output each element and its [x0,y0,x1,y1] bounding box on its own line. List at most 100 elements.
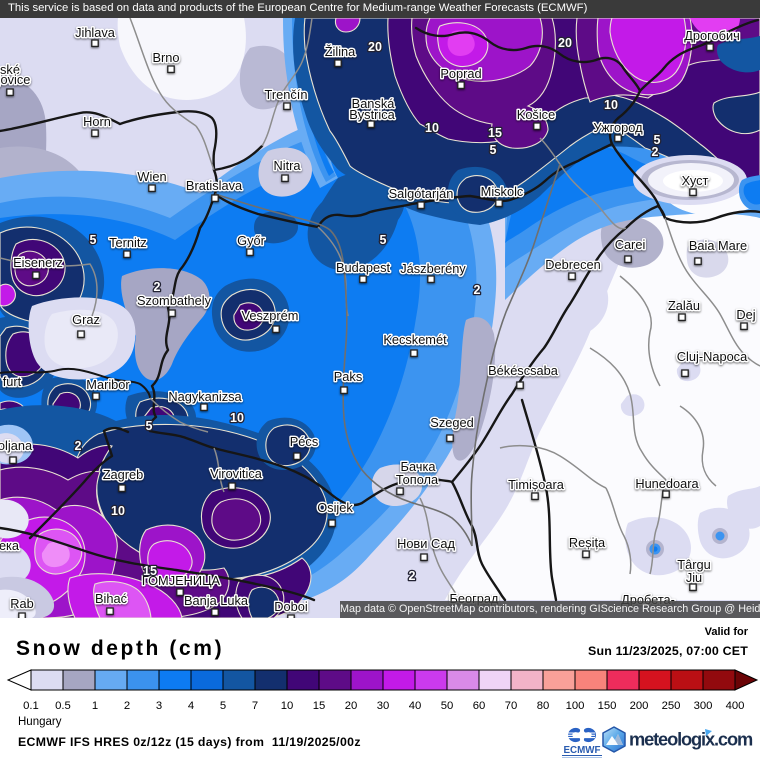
svg-text:Bystrica: Bystrica [349,107,395,122]
svg-text:4: 4 [188,700,194,712]
svg-text:Osijek: Osijek [317,500,353,515]
svg-text:20: 20 [558,36,572,50]
svg-text:2: 2 [474,283,481,297]
svg-text:Nitra: Nitra [273,158,301,173]
svg-text:30: 30 [377,700,390,712]
svg-text:Baia Mare: Baia Mare [689,238,747,253]
svg-text:ека: ека [0,538,20,553]
svg-text:80: 80 [537,700,550,712]
svg-text:150: 150 [598,700,617,712]
svg-text:15: 15 [488,126,502,140]
svg-text:Carei: Carei [615,237,646,252]
svg-text:5: 5 [146,419,153,433]
svg-text:Bihać: Bihać [95,591,128,606]
svg-text:Бачка: Бачка [401,459,437,474]
svg-text:Dej: Dej [736,307,755,322]
svg-text:meteologix.com: meteologix.com [629,729,753,750]
svg-text:250: 250 [662,700,681,712]
svg-text:Jiu: Jiu [686,570,702,585]
svg-text:5: 5 [90,233,97,247]
svg-text:Békéscsaba: Békéscsaba [488,363,559,378]
svg-text:Bratislava: Bratislava [186,178,243,193]
svg-text:Banská: Banská [352,96,396,111]
svg-text:15: 15 [313,700,326,712]
svg-text:5: 5 [380,233,387,247]
svg-text:ské: ské [0,62,20,77]
svg-text:2: 2 [409,569,416,583]
svg-text:Дрогобич: Дрогобич [684,28,740,43]
svg-text:Košice: Košice [517,107,555,122]
svg-text:100: 100 [566,700,585,712]
svg-text:jovice: jovice [0,72,30,87]
svg-text:Zalău: Zalău [668,298,700,313]
svg-text:10: 10 [111,504,125,518]
svg-text:Graz: Graz [72,312,100,327]
svg-text:5: 5 [654,133,661,147]
svg-text:Târgu: Târgu [677,557,710,572]
svg-text:20: 20 [345,700,358,712]
svg-text:Salgótarján: Salgótarján [389,186,454,201]
svg-text:Virovitica: Virovitica [210,466,263,481]
svg-text:Szeged: Szeged [430,415,473,430]
svg-text:Brno: Brno [152,50,179,65]
svg-text:2: 2 [652,145,659,159]
svg-text:Jászberény: Jászberény [400,261,466,276]
svg-text:ГОМЈЕНИЦА: ГОМЈЕНИЦА [142,573,221,588]
svg-text:2: 2 [154,280,161,294]
svg-text:Doboi: Doboi [274,599,307,614]
svg-text:Jihlava: Jihlava [75,25,116,40]
svg-text:50: 50 [441,700,454,712]
svg-text:Eisenerz: Eisenerz [13,255,63,270]
svg-text:Ternitz: Ternitz [109,235,147,250]
svg-text:Budapest: Budapest [336,260,391,275]
svg-text:400: 400 [726,700,745,712]
svg-text:oljana: oljana [0,438,33,453]
svg-text:Топола: Топола [396,472,439,487]
svg-text:Nagykanizsa: Nagykanizsa [168,389,242,404]
svg-text:Rab: Rab [10,596,33,611]
svg-text:1: 1 [92,700,98,712]
svg-text:Debrecen: Debrecen [545,257,601,272]
svg-text:60: 60 [473,700,486,712]
svg-text:Paks: Paks [334,369,362,384]
svg-text:15: 15 [143,564,157,578]
svg-text:5: 5 [220,700,226,712]
svg-text:Horn: Horn [83,114,111,129]
svg-text:2: 2 [75,439,82,453]
svg-text:furt: furt [3,374,22,389]
svg-text:Győr: Győr [237,233,265,248]
svg-text:300: 300 [694,700,713,712]
svg-text:Kecskemét: Kecskemét [383,332,447,347]
svg-text:ECMWF: ECMWF [563,745,600,756]
svg-text:10: 10 [604,98,618,112]
svg-text:40: 40 [409,700,422,712]
svg-text:Žilina: Žilina [325,44,356,59]
svg-text:Cluj-Napoca: Cluj-Napoca [677,349,748,364]
svg-text:Maribor: Maribor [86,377,130,392]
svg-text:Miskolc: Miskolc [481,184,524,199]
svg-text:Zagreb: Zagreb [103,467,144,482]
svg-text:70: 70 [505,700,518,712]
svg-text:5: 5 [490,143,497,157]
svg-text:Reșița: Reșița [569,535,606,550]
svg-text:Ужгород: Ужгород [593,120,643,135]
svg-text:Хуст: Хуст [682,173,709,188]
svg-text:Veszprém: Veszprém [242,308,299,323]
svg-text:2: 2 [124,700,130,712]
svg-text:200: 200 [630,700,649,712]
svg-text:7: 7 [252,700,258,712]
svg-text:Wien: Wien [137,169,166,184]
svg-text:0.1: 0.1 [23,700,39,712]
svg-text:Timișoara: Timișoara [508,477,565,492]
svg-text:10: 10 [425,121,439,135]
svg-text:10: 10 [281,700,294,712]
svg-text:Trenčín: Trenčín [265,87,308,102]
svg-text:Poprad: Poprad [440,66,481,81]
svg-text:10: 10 [230,411,244,425]
svg-text:Banja Luka: Banja Luka [184,593,249,608]
svg-text:Pécs: Pécs [290,434,318,449]
svg-text:0.5: 0.5 [55,700,71,712]
svg-text:Szombathely: Szombathely [137,293,212,308]
svg-text:Hunedoara: Hunedoara [635,476,699,491]
svg-text:3: 3 [156,700,162,712]
